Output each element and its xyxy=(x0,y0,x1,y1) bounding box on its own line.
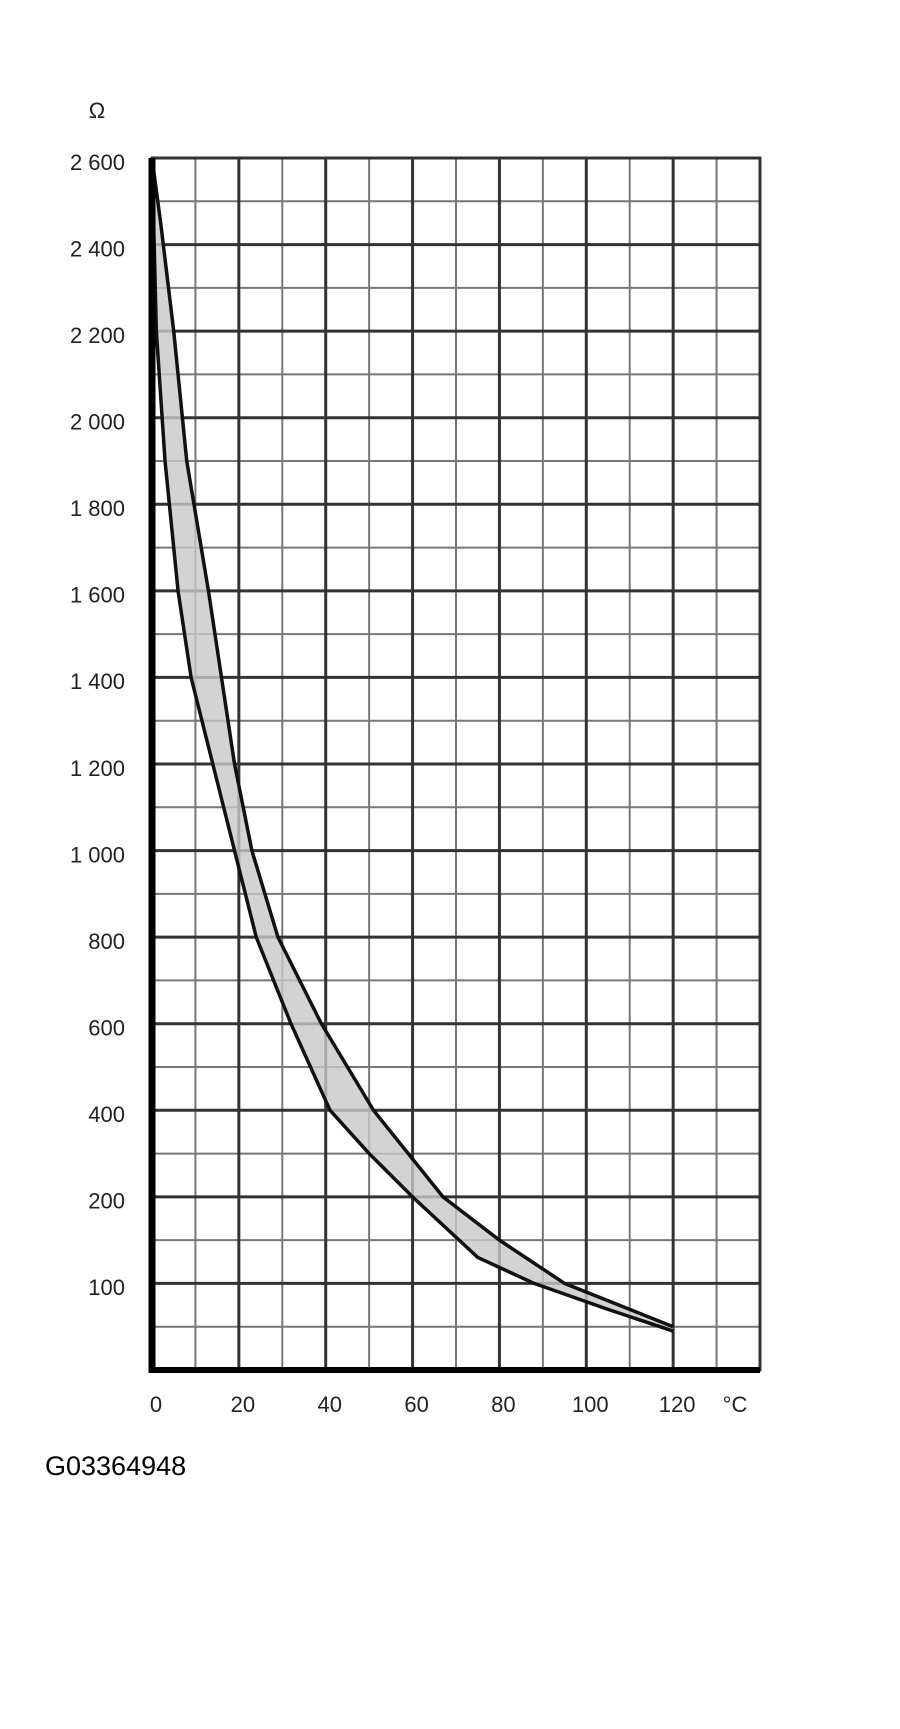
y-tick-label: 2 600 xyxy=(70,150,125,175)
x-tick-label: 60 xyxy=(404,1392,428,1417)
y-tick-label: 600 xyxy=(88,1016,125,1041)
y-tick-label: 1 200 xyxy=(70,756,125,781)
x-tick-label: 120 xyxy=(659,1392,696,1417)
y-tick-label: 1 800 xyxy=(70,496,125,521)
x-tick-label: 40 xyxy=(317,1392,341,1417)
y-tick-label: 2 200 xyxy=(70,323,125,348)
y-tick-label: 400 xyxy=(88,1102,125,1127)
curve xyxy=(150,157,674,1329)
x-unit: °C xyxy=(723,1392,748,1417)
curve xyxy=(150,157,674,1333)
x-tick-label: 80 xyxy=(491,1392,515,1417)
y-tick-label: 2 000 xyxy=(70,410,125,435)
y-unit: Ω xyxy=(89,98,105,123)
y-tick-label: 1 400 xyxy=(70,669,125,694)
y-tick-label: 2 400 xyxy=(70,236,125,261)
y-tick-label: 1 000 xyxy=(70,842,125,867)
x-tick-label: 0 xyxy=(150,1392,162,1417)
y-tick-label: 100 xyxy=(88,1275,125,1300)
footnote: G03364948 xyxy=(45,1451,186,1481)
y-tick-label: 800 xyxy=(88,929,125,954)
x-tick-label: 20 xyxy=(231,1392,255,1417)
x-tick-label: 100 xyxy=(572,1392,609,1417)
y-tick-label: 200 xyxy=(88,1189,125,1214)
y-tick-label: 1 600 xyxy=(70,583,125,608)
